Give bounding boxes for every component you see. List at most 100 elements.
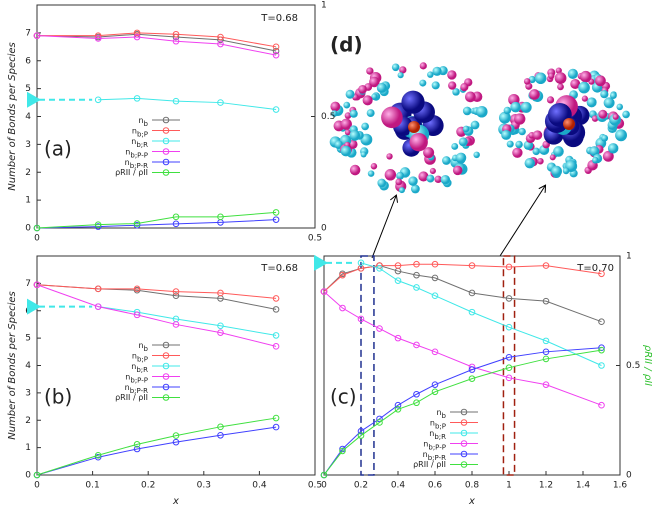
y2-tick-label: 0.5 [321, 112, 335, 122]
legend-marker [162, 394, 170, 401]
particle [434, 175, 442, 184]
center-particle [563, 118, 575, 130]
data-point [598, 270, 605, 278]
series-line [36, 35, 277, 56]
particle [360, 151, 367, 158]
data-point [272, 343, 280, 350]
particle [562, 167, 570, 175]
particle [598, 109, 608, 119]
particle [370, 163, 378, 170]
particle [601, 134, 609, 142]
y-tick-label: 0 [25, 471, 31, 481]
particle [340, 118, 352, 130]
legend-marker [460, 440, 468, 447]
legend-label: nb;R [429, 429, 446, 442]
series-line [36, 426, 277, 476]
particle [615, 129, 628, 142]
y-tick-label: 1 [25, 196, 31, 206]
x-tick-label: 0 [321, 481, 327, 491]
particle [503, 106, 512, 115]
data-point [272, 414, 280, 422]
data-point [598, 346, 605, 354]
data-point [505, 353, 513, 361]
particle [362, 95, 373, 106]
data-point [413, 399, 420, 407]
y-tick-label: 5 [25, 84, 31, 94]
particle [398, 187, 405, 194]
data-point [272, 423, 280, 431]
x-axis-label: x [468, 496, 475, 507]
legend-marker [460, 429, 468, 437]
legend-marker [162, 158, 170, 166]
data-point [376, 415, 383, 423]
x-tick-label: 0.2 [354, 481, 368, 491]
particle [600, 90, 609, 99]
legend-marker [162, 169, 170, 176]
x-tick-label: 0.4 [391, 481, 406, 491]
particle [473, 151, 480, 159]
legend-marker [162, 148, 170, 155]
particle [410, 184, 420, 194]
y-tick-label: 4 [25, 112, 31, 122]
data-point [172, 321, 180, 328]
y-tick-label: 2 [25, 168, 31, 178]
particle [555, 67, 562, 74]
data-point [94, 453, 102, 461]
data-point [217, 329, 224, 336]
data-point [94, 285, 102, 293]
y2-axis-label: ρRII / ρII [642, 345, 653, 386]
data-point [133, 95, 141, 102]
series-line [36, 211, 277, 229]
data-point [339, 447, 346, 455]
arrow [371, 196, 396, 259]
particle [399, 66, 407, 74]
particle [594, 75, 606, 87]
legend-label: nb;P [430, 418, 446, 431]
y2-tick-label: 0.5 [626, 361, 640, 371]
x-axis-label: x [172, 496, 179, 507]
particle [331, 110, 338, 117]
particle [418, 171, 429, 182]
data-point [431, 348, 439, 356]
particle [554, 72, 567, 84]
particle [397, 72, 404, 79]
data-point [339, 271, 346, 279]
particle [553, 146, 564, 157]
x-tick-label: 1.6 [613, 481, 628, 491]
series-line [36, 33, 277, 52]
data-point [33, 32, 41, 39]
legend-label: nb [436, 408, 446, 421]
data-point [94, 223, 102, 230]
data-point [33, 471, 41, 479]
data-point [505, 295, 513, 302]
legend-marker [162, 352, 170, 359]
data-point [542, 355, 550, 363]
particle [622, 110, 630, 119]
x-tick-label: 0.6 [428, 481, 443, 491]
particle [551, 165, 562, 177]
legend-label: nb;P-P [125, 147, 148, 160]
particle [534, 72, 547, 85]
particle [366, 67, 374, 75]
data-point [357, 315, 365, 323]
highlight-box [502, 255, 516, 476]
y2-tick-label: 0 [321, 224, 327, 234]
particle [546, 96, 555, 104]
data-point [272, 47, 280, 55]
data-point [468, 289, 476, 297]
particle [448, 81, 457, 90]
particle [419, 79, 427, 87]
data-point [217, 99, 224, 106]
series-line [323, 347, 602, 476]
particle [589, 146, 600, 157]
data-point [94, 96, 102, 104]
data-point [133, 445, 141, 453]
data-point [172, 220, 180, 228]
data-point [172, 292, 180, 299]
particle [579, 70, 592, 83]
panel-label: (a) [44, 137, 72, 161]
particle [609, 92, 617, 100]
y-axis-label: Number of Bonds per Species [7, 42, 18, 191]
particle [358, 84, 367, 94]
y-tick-label: 7 [25, 279, 31, 289]
